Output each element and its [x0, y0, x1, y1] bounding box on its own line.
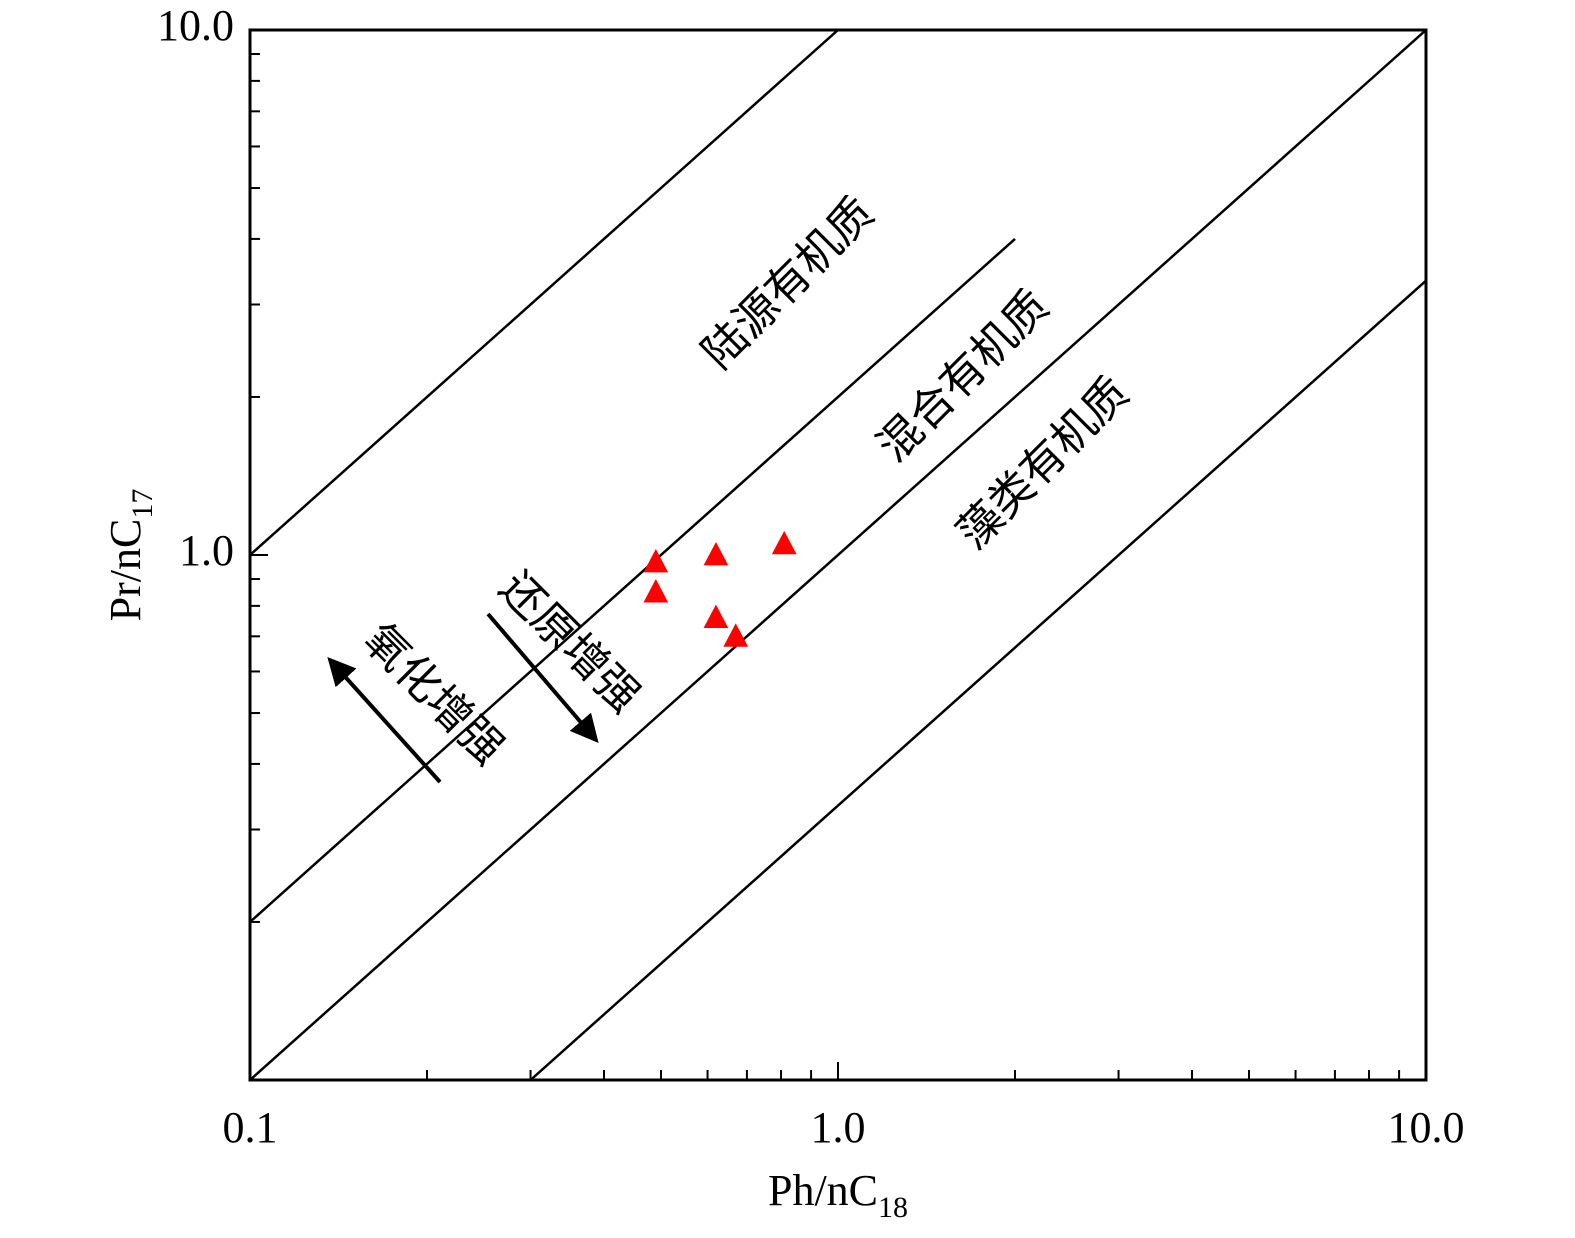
data-point: [703, 542, 729, 566]
x-tick-label-0: 0.1: [223, 1103, 278, 1152]
data-point: [643, 579, 669, 603]
y-axis-title: Pr/nC17: [101, 489, 159, 622]
annotation-oxidation: 氧化增强: [354, 614, 515, 775]
data-point: [703, 604, 729, 628]
data-point: [723, 623, 749, 647]
y-tick-label-1: 10.0: [157, 1, 234, 50]
boundary-line-2: [250, 30, 1426, 1080]
x-axis-title-base: Ph/nC: [768, 1166, 878, 1215]
data-point: [771, 530, 797, 555]
y-axis-title-sub: 17: [126, 489, 159, 519]
data-points: [643, 530, 797, 647]
data-point: [643, 548, 669, 573]
tick-labels: 0.1 1.0 10.0 1.0 10.0: [157, 1, 1465, 1152]
axis-ticks: [249, 29, 1427, 1081]
x-tick-label-2: 10.0: [1388, 1103, 1465, 1152]
oxidation-arrow: [327, 657, 442, 784]
reduction-arrow: [486, 612, 599, 744]
boundary-line-1: [250, 237, 1016, 923]
x-tick-label-1: 1.0: [811, 1103, 866, 1152]
zone-label-terrestrial: 陆源有机质: [692, 187, 884, 379]
boundary-lines: [250, 30, 1426, 1080]
x-axis-title-sub: 18: [878, 1191, 908, 1224]
y-tick-label-0: 1.0: [179, 526, 234, 575]
y-axis-title-base: Pr/nC: [101, 519, 150, 622]
x-axis-title: Ph/nC18: [768, 1166, 908, 1224]
boundary-line-0: [250, 30, 839, 556]
boundary-line-3: [529, 279, 1426, 1080]
